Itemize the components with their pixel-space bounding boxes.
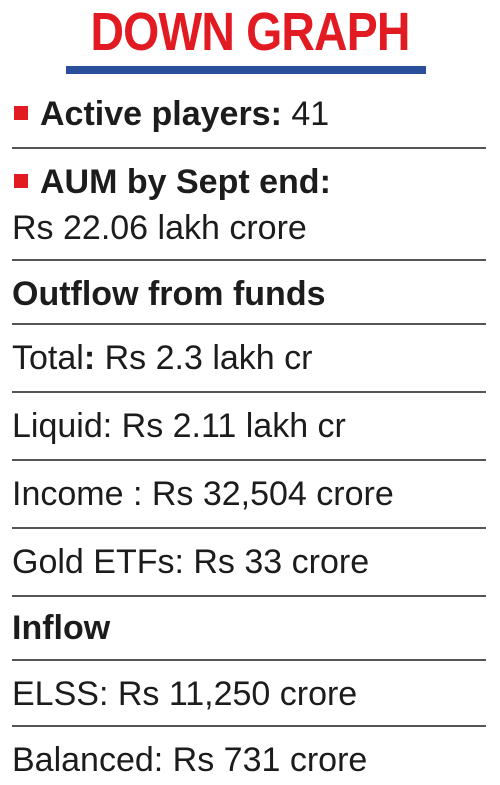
inflow-elss: ELSS: Rs 11,250 crore: [12, 675, 358, 713]
aum-value: Rs 22.06 lakh crore: [12, 209, 307, 247]
aum-label: AUM by Sept end: [40, 163, 320, 201]
outflow-total-label: Total: [12, 339, 84, 377]
outflow-gold-etfs: Gold ETFs: Rs 33 crore: [12, 543, 370, 581]
aum-row: AUM by Sept end:: [12, 162, 486, 202]
inflow-balanced: Balanced: Rs 731 crore: [12, 741, 368, 779]
outflow-total-row: Total: Rs 2.3 lakh cr: [12, 338, 486, 378]
divider: [12, 323, 486, 325]
outflow-total-colon: :: [83, 339, 96, 377]
infobox-title: DOWN GRAPH: [90, 2, 410, 62]
red-square-bullet-icon: [14, 106, 28, 121]
active-players-value: 41: [281, 95, 330, 133]
active-players-label: Active players: [40, 95, 271, 133]
divider: [12, 459, 486, 461]
inflow-heading: Inflow: [12, 609, 111, 647]
outflow-liquid: Liquid: Rs 2.11 lakh cr: [12, 407, 346, 445]
title-underline: [66, 66, 426, 74]
divider: [12, 659, 486, 661]
outflow-total-value: Rs 2.3 lakh cr: [95, 339, 313, 377]
divider: [12, 595, 486, 597]
active-players-row: Active players: 41: [12, 94, 486, 134]
active-players-colon: :: [270, 95, 282, 133]
divider: [12, 725, 486, 727]
red-square-bullet-icon: [14, 174, 28, 189]
outflow-heading: Outflow from funds: [12, 275, 326, 313]
divider: [12, 147, 486, 149]
divider: [12, 391, 486, 393]
outflow-income: Income : Rs 32,504 crore: [12, 475, 394, 513]
divider: [12, 527, 486, 529]
divider: [12, 259, 486, 261]
aum-colon: :: [319, 163, 331, 201]
